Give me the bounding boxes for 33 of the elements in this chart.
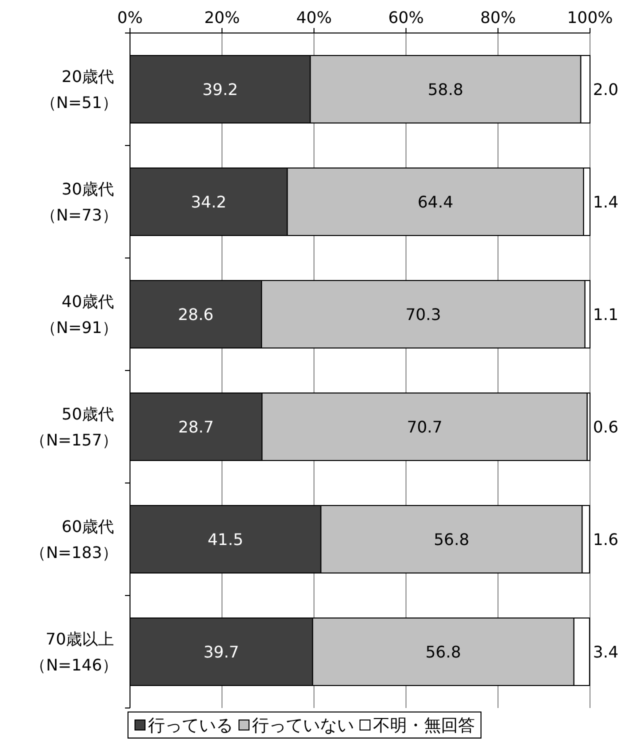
- y-tick-label: 60歳代（N=183）: [30, 516, 118, 562]
- legend-label: 不明・無回答: [373, 716, 475, 736]
- data-label: 70.3: [405, 304, 442, 324]
- data-label: 41.5: [208, 530, 244, 549]
- data-label: 1.6: [593, 530, 618, 549]
- x-tick-label: 100%: [567, 8, 613, 27]
- data-label: 2.0: [593, 80, 618, 99]
- data-label: 1.1: [593, 304, 618, 324]
- legend-label: 行っている: [148, 716, 233, 736]
- data-label: 58.8: [428, 80, 464, 99]
- y-tick-label: 70歳以上（N=146）: [30, 629, 118, 674]
- x-tick-label: 60%: [388, 8, 424, 27]
- legend-label: 行っていない: [252, 716, 354, 736]
- data-label: 1.4: [593, 192, 618, 212]
- y-tick-label: 50歳代（N=157）: [30, 404, 118, 450]
- data-label: 56.8: [434, 530, 470, 549]
- x-tick-label: 80%: [480, 8, 516, 27]
- data-label: 3.4: [593, 642, 618, 662]
- data-label: 28.6: [178, 304, 214, 324]
- data-label: 56.8: [425, 642, 462, 662]
- x-tick-label: 40%: [296, 8, 332, 27]
- data-label: 39.2: [202, 80, 238, 99]
- y-tick-label: 40歳代（N=91）: [40, 292, 118, 337]
- data-label: 64.4: [418, 192, 454, 212]
- y-tick-label: 20歳代（N=51）: [40, 66, 118, 112]
- data-label: 0.6: [593, 417, 618, 436]
- data-label: 28.7: [178, 417, 214, 436]
- data-label: 70.7: [406, 417, 442, 436]
- x-tick-label: 0%: [117, 8, 143, 27]
- data-label: 39.7: [203, 642, 240, 662]
- data-label: 34.2: [190, 192, 226, 212]
- x-tick-label: 20%: [204, 8, 240, 27]
- y-tick-label: 30歳代（N=73）: [40, 179, 118, 224]
